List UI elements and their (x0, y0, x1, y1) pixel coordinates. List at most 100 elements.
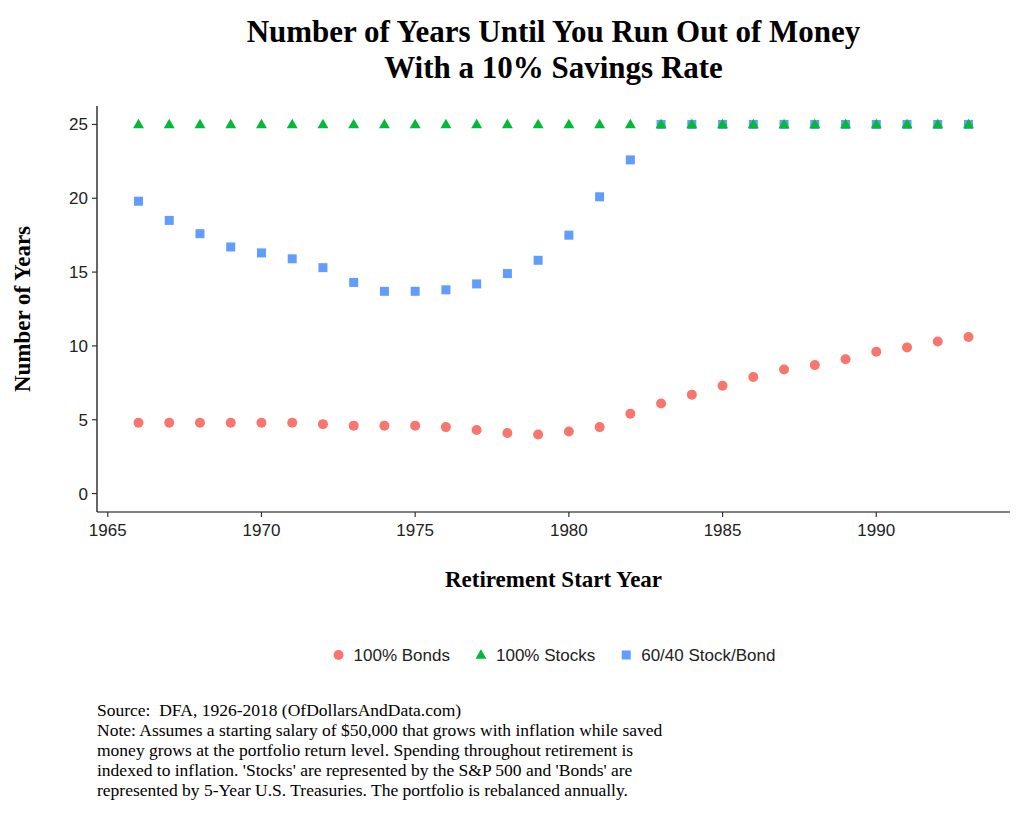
point (748, 119, 759, 128)
point (533, 429, 543, 439)
legend-key (334, 650, 344, 660)
x-axis-line (97, 511, 1010, 512)
point (625, 409, 635, 419)
point (840, 119, 851, 128)
x-tick-label: 1980 (550, 521, 588, 540)
point (871, 119, 882, 128)
point (257, 248, 266, 257)
point (348, 119, 359, 128)
caption: Source: DFA, 1926-2018 (OfDollarsAndData… (97, 700, 461, 720)
y-tick-label: 0 (79, 485, 88, 504)
title: With a 10% Savings Rate (384, 50, 723, 85)
point (133, 119, 144, 128)
x-tick-label: 1985 (704, 521, 742, 540)
caption: money grows at the portfolio return leve… (97, 740, 633, 760)
y-tick-label: 10 (69, 337, 88, 356)
point (841, 354, 851, 364)
point (932, 119, 943, 128)
x-tick-label: 1970 (243, 521, 281, 540)
point (963, 119, 974, 128)
y-tick (92, 419, 97, 420)
point (564, 427, 574, 437)
point (656, 398, 666, 408)
point (379, 119, 390, 128)
x-tick (261, 512, 262, 517)
point (779, 119, 790, 128)
point (748, 372, 758, 382)
point (288, 254, 297, 263)
x-tick-label: 1990 (857, 521, 895, 540)
y-axis-line (96, 106, 97, 512)
point (809, 119, 820, 128)
point (625, 119, 636, 128)
caption: Note: Assumes a starting salary of $50,0… (97, 720, 663, 740)
point (595, 422, 605, 432)
x-tick (722, 512, 723, 517)
point (410, 421, 420, 431)
y-tick (92, 198, 97, 199)
point (902, 342, 912, 352)
legend-key (622, 651, 631, 660)
point (411, 287, 420, 296)
legend-label: 100% Stocks (496, 646, 595, 665)
series (133, 119, 974, 128)
point (164, 418, 174, 428)
point (287, 418, 297, 428)
x-tick (415, 512, 416, 517)
point (686, 119, 697, 128)
point (779, 365, 789, 375)
point (195, 119, 206, 128)
title: Number of Years Until You Run Out of Mon… (247, 14, 861, 49)
point (441, 285, 450, 294)
y-tick-label: 15 (69, 263, 88, 282)
point (594, 119, 605, 128)
point (595, 192, 604, 201)
point (964, 332, 974, 342)
point (256, 418, 266, 428)
point (134, 418, 144, 428)
legend-label: 60/40 Stock/Bond (641, 646, 775, 665)
x-axis-label: Retirement Start Year (445, 567, 662, 592)
x-tick-label: 1965 (89, 521, 127, 540)
caption: represented by 5-Year U.S. Treasuries. T… (97, 780, 628, 800)
point (164, 119, 175, 128)
y-tick (92, 493, 97, 494)
y-axis-label: Number of Years (10, 226, 35, 392)
point (317, 119, 328, 128)
caption: indexed to inflation. 'Stocks' are repre… (97, 760, 633, 780)
point (687, 390, 697, 400)
plot-area (133, 119, 974, 440)
point (533, 119, 544, 128)
point (318, 419, 328, 429)
point (471, 119, 482, 128)
point (379, 421, 389, 431)
point (287, 119, 298, 128)
point (440, 119, 451, 128)
point (441, 422, 451, 432)
legend-key (476, 649, 487, 658)
y-tick-label: 25 (69, 115, 88, 134)
point (933, 336, 943, 346)
point (410, 119, 421, 128)
point (380, 287, 389, 296)
x-tick-label: 1975 (396, 521, 434, 540)
chart: Number of Years Until You Run Out of Mon… (0, 0, 1024, 819)
point (256, 119, 267, 128)
point (656, 119, 667, 128)
point (472, 279, 481, 288)
point (472, 425, 482, 435)
legend: 100% Bonds100% Stocks60/40 Stock/Bond (334, 646, 776, 665)
point (349, 278, 358, 287)
y-tick (92, 345, 97, 346)
point (626, 155, 635, 164)
background (0, 0, 1024, 819)
point (318, 263, 327, 272)
point (502, 119, 513, 128)
point (502, 428, 512, 438)
point (810, 360, 820, 370)
point (225, 119, 236, 128)
y-tick (92, 271, 97, 272)
x-tick (568, 512, 569, 517)
point (563, 119, 574, 128)
series (134, 332, 974, 439)
